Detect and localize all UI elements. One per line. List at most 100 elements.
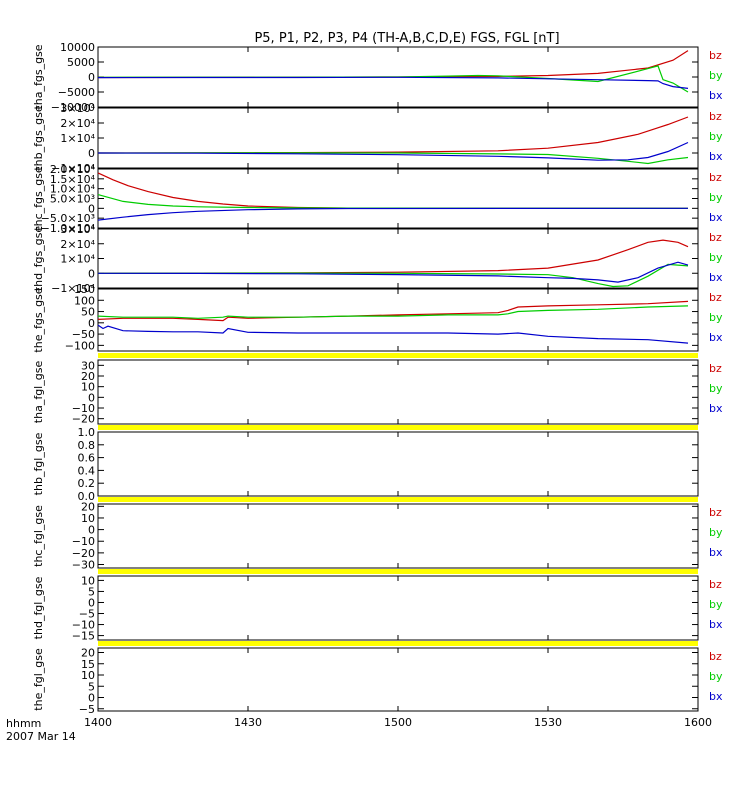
series-line-by [97, 263, 689, 288]
legend-label-by: by [709, 130, 723, 143]
legend-label-bz: bz [709, 49, 722, 62]
y-tick-label: −10 [72, 619, 95, 632]
y-tick-label: 10 [81, 381, 95, 394]
y-tick-label: −1×10⁴ [51, 162, 95, 175]
panel-frame [97, 431, 699, 497]
y-tick-label: −5 [79, 608, 95, 621]
y-tick-label: 0.4 [78, 464, 96, 477]
data-gap-band [98, 641, 698, 646]
y-tick-label: 0 [88, 317, 95, 330]
y-tick-label: 0 [88, 71, 95, 84]
y-axis-label: thd_fgl_gse [32, 576, 45, 639]
y-axis-label: thc_fgl_gse [32, 505, 45, 567]
y-tick-label: −5 [79, 703, 95, 716]
data-gap-band [98, 425, 698, 430]
panel-frame [97, 228, 699, 289]
y-tick-label: 5 [88, 585, 95, 598]
y-tick-label: 20 [81, 647, 95, 660]
y-tick-label: 0 [88, 147, 95, 160]
legend-label-bx: bx [709, 690, 723, 703]
series-line-bz [97, 50, 689, 79]
legend-label-by: by [709, 311, 723, 324]
y-tick-label: −100 [65, 339, 95, 352]
y-tick-label: −20 [72, 413, 95, 426]
x-tick-label: 1400 [84, 716, 112, 729]
y-tick-label: 15 [81, 658, 95, 671]
y-tick-label: 5.0×10³ [50, 193, 95, 206]
y-tick-label: 0 [88, 202, 95, 215]
y-tick-label: 5000 [67, 56, 95, 69]
legend-label-bz: bz [709, 231, 722, 244]
y-tick-label: −1.0×10⁴ [41, 222, 96, 235]
legend-label-bx: bx [709, 331, 723, 344]
y-tick-label: 10 [81, 669, 95, 682]
legend-label-bz: bz [709, 362, 722, 375]
legend-label-bz: bz [709, 291, 722, 304]
legend-label-by: by [709, 598, 723, 611]
data-gap-band [98, 569, 698, 574]
y-tick-label: 2×10⁴ [60, 238, 95, 251]
x-tick-label: 1500 [384, 716, 412, 729]
panel-frame [97, 503, 699, 569]
y-axis-label: thb_fgl_gse [32, 432, 45, 495]
y-axis-label: thb_fgs_gse [32, 105, 45, 171]
y-tick-label: 0.8 [78, 439, 96, 452]
series-line-by [97, 194, 689, 209]
y-tick-label: −1×10⁴ [51, 282, 95, 295]
y-tick-label: 0.0 [78, 490, 96, 503]
y-tick-label: 1×10⁴ [60, 132, 95, 145]
y-tick-label: 1.0×10⁴ [50, 183, 96, 196]
y-tick-label: 20 [81, 500, 95, 513]
legend-label-bz: bz [709, 650, 722, 663]
y-tick-label: −10 [72, 535, 95, 548]
y-tick-label: 20 [81, 370, 95, 383]
y-tick-label: 0.2 [78, 477, 96, 490]
y-axis-label: thc_fgs_gse [32, 166, 45, 231]
y-tick-label: 100 [74, 294, 95, 307]
y-tick-label: 3×10⁴ [60, 223, 95, 236]
y-axis-label: thd_fgs_gse [32, 226, 45, 292]
series-line-by [97, 65, 689, 93]
y-tick-label: 10000 [60, 41, 95, 54]
figure-title: P5, P1, P2, P3, P4 (TH-A,B,C,D,E) FGS, F… [254, 31, 559, 46]
y-tick-label: 50 [81, 306, 95, 319]
y-axis-label: tha_fgl_gse [32, 361, 45, 424]
series-line-bz [97, 172, 688, 209]
time-label-date: 2007 Mar 14 [6, 730, 76, 743]
y-tick-label: 5 [88, 680, 95, 693]
y-tick-label: −20 [72, 547, 95, 560]
legend-label-bx: bx [709, 546, 723, 559]
y-axis-label: the_fgs_gse [32, 287, 45, 352]
legend-label-bx: bx [709, 402, 723, 415]
panel-frame [97, 168, 699, 229]
y-tick-label: 1.5×10⁴ [50, 173, 96, 186]
y-tick-label: 0 [88, 524, 95, 537]
legend-label-bx: bx [709, 89, 723, 102]
legend-label-bx: bx [709, 150, 723, 163]
legend-label-bz: bz [709, 171, 722, 184]
y-tick-label: 10 [81, 512, 95, 525]
series-line-bz [97, 239, 689, 274]
legend-label-by: by [709, 526, 723, 539]
y-tick-label: 0 [88, 596, 95, 609]
panel-2: 3×10⁴ 2×10⁴ 1×10⁴ 0 −1×10⁴ thb_fgs_gse bz by bx [32, 102, 723, 175]
legend-label-by: by [709, 69, 723, 82]
x-tick-label: 1430 [234, 716, 262, 729]
y-tick-label: 30 [81, 359, 95, 372]
series-line-bx [97, 324, 689, 344]
y-tick-label: 2×10⁴ [60, 117, 95, 130]
series-line-bx [97, 141, 689, 161]
data-gap-band [98, 497, 698, 502]
legend-label-bx: bx [709, 618, 723, 631]
y-tick-label: 0 [88, 267, 95, 280]
y-tick-label: 0 [88, 692, 95, 705]
y-axis-label: the_fgl_gse [32, 648, 45, 711]
panel-frame [97, 288, 699, 352]
